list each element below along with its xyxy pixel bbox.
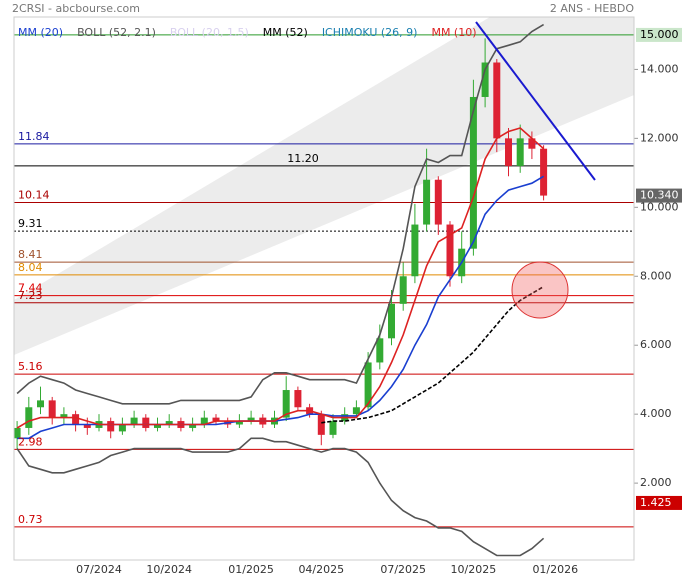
candle-body bbox=[411, 224, 419, 277]
candle-body bbox=[434, 179, 442, 225]
candle-body bbox=[528, 138, 536, 149]
price-tag-label: 10.340 bbox=[640, 189, 679, 202]
candle-body bbox=[48, 400, 56, 418]
indicator-line bbox=[321, 285, 545, 424]
candle-body bbox=[130, 417, 138, 425]
candle-body bbox=[118, 424, 126, 432]
candle-body bbox=[516, 138, 524, 166]
y-tick-label: 12.000 bbox=[640, 131, 679, 144]
candle-body bbox=[13, 427, 21, 439]
x-tick-label: 04/2025 bbox=[298, 563, 344, 576]
candle-body bbox=[505, 138, 512, 166]
legend-entry: MM (10) bbox=[431, 26, 476, 39]
highlight-circle bbox=[511, 261, 569, 319]
y-tick-label: 2.000 bbox=[640, 476, 672, 489]
y-tick-label: 4.000 bbox=[640, 407, 672, 420]
legend-entry: BOLL (20, 1.5) bbox=[170, 26, 249, 39]
candle-body bbox=[154, 424, 161, 428]
candle-body bbox=[329, 421, 337, 435]
level-label: 10.14 bbox=[18, 188, 50, 201]
legend-entry: BOLL (52, 2.1) bbox=[77, 26, 156, 39]
plot-frame bbox=[13, 16, 635, 561]
candle-body bbox=[200, 417, 208, 425]
candle-body bbox=[423, 179, 431, 225]
price-tag bbox=[636, 27, 682, 42]
candle-body bbox=[317, 414, 325, 435]
candle-body bbox=[189, 424, 197, 428]
level-label: 8.04 bbox=[18, 261, 43, 274]
y-tick-label: 14.000 bbox=[640, 62, 679, 75]
legend-entry: ICHIMOKU (26, 9) bbox=[322, 26, 418, 39]
candle-body bbox=[235, 421, 243, 425]
candle-body bbox=[212, 417, 220, 422]
candle-body bbox=[493, 62, 501, 139]
level-label: 7.23 bbox=[18, 289, 43, 302]
y-tick-label: 8.000 bbox=[640, 269, 672, 282]
x-tick-label: 01/2025 bbox=[228, 563, 274, 576]
candle-body bbox=[247, 417, 255, 422]
x-tick-label: 07/2025 bbox=[380, 563, 426, 576]
candle-body bbox=[481, 62, 489, 97]
candle-body bbox=[37, 400, 44, 408]
price-tag-label: 15.000 bbox=[640, 28, 679, 41]
y-tick-label: 10.000 bbox=[640, 200, 679, 213]
candle-body bbox=[165, 421, 173, 425]
candle-body bbox=[25, 407, 33, 428]
candle-body bbox=[83, 424, 91, 428]
x-tick-label: 07/2024 bbox=[76, 563, 122, 576]
trend-channel bbox=[14, 17, 634, 355]
indicator-line bbox=[16, 127, 545, 429]
candle-body bbox=[107, 421, 115, 432]
x-tick-label: 01/2026 bbox=[532, 563, 578, 576]
x-tick-label: 10/2025 bbox=[451, 563, 497, 576]
candle-body bbox=[469, 96, 477, 249]
candle-body bbox=[446, 224, 454, 277]
level-label: 9.31 bbox=[18, 217, 43, 230]
candle-body bbox=[352, 407, 360, 415]
level-label: 7.44 bbox=[18, 282, 43, 295]
candle-body bbox=[294, 390, 302, 408]
indicator-line bbox=[16, 23, 545, 405]
level-label: 11.84 bbox=[18, 130, 50, 143]
candle-body bbox=[282, 390, 290, 418]
indicator-line bbox=[16, 437, 545, 557]
candle-body bbox=[399, 276, 407, 304]
level-label: 5.16 bbox=[18, 360, 43, 373]
y-tick-label: 6.000 bbox=[640, 338, 672, 351]
candle-body bbox=[142, 417, 150, 428]
header-period: 2 ANS - HEBDO bbox=[550, 2, 634, 15]
level-label: 8.41 bbox=[18, 248, 43, 261]
price-tag bbox=[636, 188, 682, 203]
plot-area bbox=[13, 23, 638, 557]
level-label: 11.20 bbox=[287, 152, 319, 165]
level-label: 0.73 bbox=[18, 513, 43, 526]
legend-entry: MM (52) bbox=[263, 26, 308, 39]
candle-body bbox=[60, 414, 68, 418]
candle-body bbox=[388, 303, 395, 339]
price-tag-label: 1.425 bbox=[640, 496, 672, 509]
candle-body bbox=[376, 338, 384, 363]
x-tick-label: 10/2024 bbox=[146, 563, 192, 576]
legend-entry: MM (20) bbox=[18, 26, 63, 39]
candle-body bbox=[72, 414, 80, 425]
header-title: 2CRSI - abcbourse.com bbox=[12, 2, 140, 15]
trendline bbox=[475, 21, 596, 181]
candle-body bbox=[540, 148, 548, 196]
price-tag bbox=[636, 495, 682, 510]
candle-body bbox=[364, 362, 372, 408]
level-label: 2.98 bbox=[18, 435, 43, 448]
